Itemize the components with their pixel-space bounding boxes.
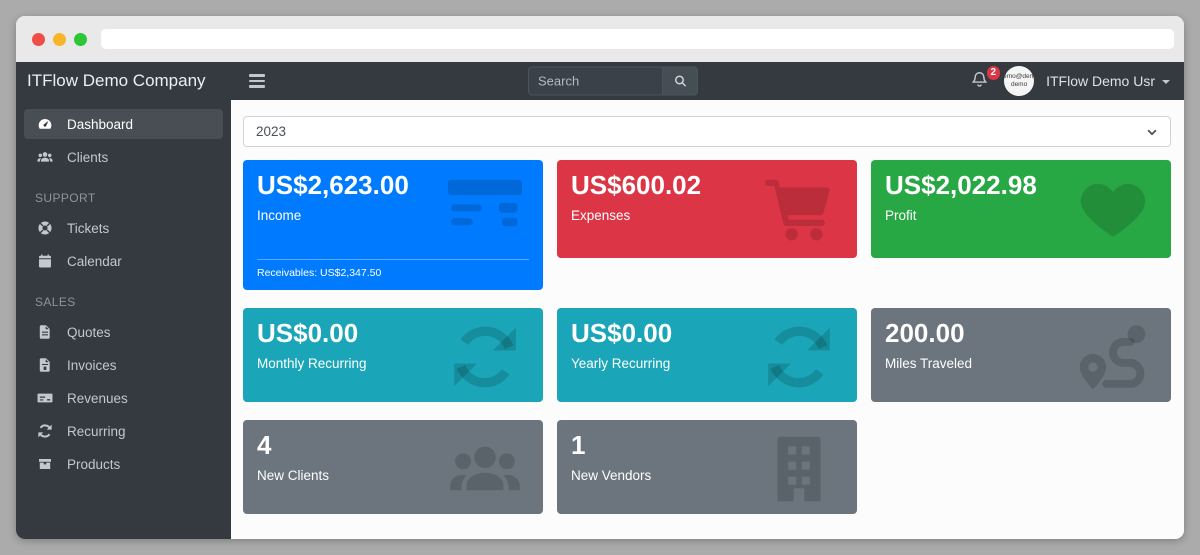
profit-value: US$2,022.98	[885, 170, 1037, 200]
route-icon	[1071, 320, 1155, 394]
expenses-card[interactable]: US$600.02 Expenses	[557, 160, 857, 258]
chevron-down-icon	[1147, 129, 1157, 135]
monthly-recurring-card[interactable]: US$0.00 Monthly Recurring	[243, 308, 543, 402]
income-value: US$2,623.00	[257, 170, 409, 200]
yearly-recurring-label: Yearly Recurring	[571, 355, 671, 371]
year-filter-select[interactable]: 2023	[243, 116, 1171, 147]
new-vendors-card[interactable]: 1 New Vendors	[557, 420, 857, 514]
sidebar-item-label: Clients	[67, 149, 109, 165]
sidebar-item-invoices[interactable]: Invoices	[24, 350, 223, 380]
sidebar-section-support: SUPPORT	[35, 191, 96, 205]
browser-window: ITFlow Demo Company 2 demo@demo	[16, 16, 1184, 539]
close-window-button[interactable]	[32, 32, 45, 46]
life-ring-icon	[35, 220, 55, 236]
search-button[interactable]	[662, 66, 698, 96]
new-clients-value: 4	[257, 430, 272, 460]
box-icon	[35, 456, 55, 472]
building-icon	[757, 432, 841, 506]
address-bar[interactable]	[101, 29, 1174, 49]
miles-traveled-value: 200.00	[885, 318, 965, 348]
profit-card[interactable]: US$2,022.98 Profit	[871, 160, 1171, 258]
file-icon	[35, 324, 55, 340]
new-clients-label: New Clients	[257, 467, 330, 483]
year-filter-value: 2023	[256, 124, 287, 139]
money-check-icon	[35, 390, 55, 406]
sidebar-item-calendar[interactable]: Calendar	[24, 246, 223, 276]
search-input[interactable]	[528, 66, 662, 96]
yearly-recurring-value: US$0.00	[571, 318, 673, 348]
miles-traveled-card[interactable]: 200.00 Miles Traveled	[871, 308, 1171, 402]
maximize-window-button[interactable]	[74, 32, 87, 46]
sidebar-item-dashboard[interactable]: Dashboard	[24, 109, 223, 139]
monthly-recurring-label: Monthly Recurring	[257, 355, 367, 371]
app-frame: ITFlow Demo Company 2 demo@demo	[16, 62, 1184, 539]
users-icon	[443, 432, 527, 506]
browser-chrome	[16, 16, 1184, 62]
sidebar-item-label: Invoices	[67, 357, 117, 373]
bell-icon	[971, 72, 988, 87]
heart-icon	[1071, 172, 1155, 246]
sidebar-item-label: Revenues	[67, 390, 128, 406]
file-invoice-icon	[35, 357, 55, 373]
caret-down-icon	[1162, 80, 1170, 84]
sidebar-item-quotes[interactable]: Quotes	[24, 317, 223, 347]
search-icon	[674, 75, 686, 87]
credit-card-icon	[443, 172, 527, 246]
sidebar-item-label: Products	[67, 456, 121, 472]
sidebar-item-label: Tickets	[67, 220, 110, 236]
new-clients-card[interactable]: 4 New Clients	[243, 420, 543, 514]
stat-cards-grid: US$2,623.00 Income Receivables: US$2,347…	[243, 160, 1171, 514]
sidebar-item-tickets[interactable]: Tickets	[24, 213, 223, 243]
sidebar-item-revenues[interactable]: Revenues	[24, 383, 223, 413]
avatar[interactable]: demo@demo demo	[1000, 66, 1039, 96]
miles-traveled-label: Miles Traveled	[885, 355, 973, 371]
calendar-icon	[35, 253, 55, 269]
top-navbar: 2 demo@demo demo ITFlow Demo Usr	[231, 62, 1184, 100]
notification-badge: 2	[986, 66, 1001, 80]
sidebar: Dashboard Clients SUPPORT Tickets Calend	[16, 100, 231, 539]
notifications-button[interactable]: 2	[970, 66, 1001, 92]
sidebar-item-label: Recurring	[67, 423, 126, 439]
brand-title[interactable]: ITFlow Demo Company	[16, 62, 231, 100]
main-content: 2023 US$2,623.00 Income Receivables: US$…	[231, 100, 1184, 539]
sync-icon	[443, 320, 527, 394]
user-menu[interactable]: ITFlow Demo Usr	[1046, 73, 1170, 89]
profit-label: Profit	[885, 207, 917, 223]
income-receivables: Receivables: US$2,347.50	[257, 259, 529, 279]
sidebar-item-label: Calendar	[67, 253, 122, 269]
tachometer-icon	[35, 116, 55, 132]
monthly-recurring-value: US$0.00	[257, 318, 359, 348]
expenses-value: US$600.02	[571, 170, 702, 200]
income-label: Income	[257, 207, 302, 223]
income-card[interactable]: US$2,623.00 Income Receivables: US$2,347…	[243, 160, 543, 290]
shopping-cart-icon	[757, 172, 841, 246]
new-vendors-value: 1	[571, 430, 586, 460]
sync-icon	[757, 320, 841, 394]
yearly-recurring-card[interactable]: US$0.00 Yearly Recurring	[557, 308, 857, 402]
sidebar-item-recurring[interactable]: Recurring	[24, 416, 223, 446]
users-icon	[35, 149, 55, 165]
avatar-text2: demo	[1010, 81, 1028, 88]
sidebar-item-clients[interactable]: Clients	[24, 142, 223, 172]
sidebar-item-products[interactable]: Products	[24, 449, 223, 479]
sidebar-item-label: Dashboard	[67, 116, 134, 132]
navbar-right: 2 demo@demo demo ITFlow Demo Usr	[970, 66, 1170, 96]
minimize-window-button[interactable]	[53, 32, 66, 46]
menu-toggle-icon[interactable]	[249, 74, 265, 88]
sidebar-section-sales: SALES	[35, 295, 76, 309]
navbar-search	[528, 66, 698, 96]
new-vendors-label: New Vendors	[571, 467, 652, 483]
sync-icon	[35, 423, 55, 439]
traffic-lights	[32, 32, 87, 46]
user-name: ITFlow Demo Usr	[1046, 73, 1155, 89]
avatar-text: demo@demo	[999, 72, 1039, 80]
expenses-label: Expenses	[571, 207, 631, 223]
sidebar-item-label: Quotes	[67, 324, 111, 340]
